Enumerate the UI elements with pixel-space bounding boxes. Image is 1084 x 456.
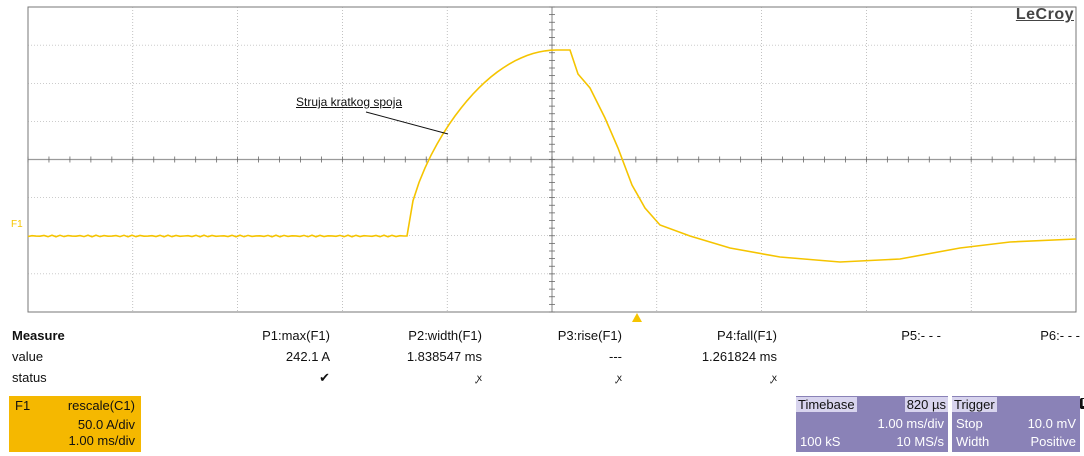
param-p3-name[interactable]: P3:rise(F1) (557, 328, 622, 343)
f1-label: F1 (15, 398, 31, 413)
waveform-trace-f1 (27, 49, 1077, 263)
trigger-mode: Stop (956, 416, 983, 431)
trigger-type: Width (956, 434, 990, 449)
measure-table: Measure P1:max(F1) P2:width(F1) P3:rise(… (12, 328, 1080, 390)
f1-function: rescale(C1) (67, 398, 135, 413)
lecroy-logo: LeCroy (1015, 6, 1074, 23)
timebase-time-per-div: 1.00 ms/div (877, 416, 944, 431)
timebase-delay: 820 µs (904, 397, 948, 412)
measure-status-row: status ✔ ꭙ ꭙ ꭙ (12, 370, 1080, 390)
trigger-level: 10.0 mV (1027, 416, 1076, 431)
f1-trace-descriptor[interactable]: F1 rescale(C1) 50.0 A/div 1.00 ms/div (9, 396, 141, 452)
annotation-leader-line (365, 111, 449, 135)
param-p3-status-icon: ꭙ (616, 373, 622, 384)
param-p1-value: 242.1 A (285, 349, 330, 364)
trace-annotation: Struja kratkog spoja (296, 95, 403, 109)
param-p1-name[interactable]: P1:max(F1) (262, 328, 330, 343)
value-row-label: value (12, 349, 44, 364)
f1-horizontal-scale: 1.00 ms/div (68, 433, 135, 448)
timebase-sample-rate: 10 MS/s (896, 434, 944, 449)
param-p4-value: 1.261824 ms (701, 349, 777, 364)
param-p3-value: --- (609, 349, 622, 364)
trigger-polarity: Positive (1030, 434, 1076, 449)
scope-display: LeCroy Struja kratkog spoja F1 (11, 6, 1077, 322)
measure-title: Measure (12, 328, 65, 343)
param-p1-status-icon: ✔ (319, 370, 330, 385)
param-p6-name[interactable]: P6:- - - (1040, 328, 1080, 343)
param-p2-name[interactable]: P2:width(F1) (408, 328, 482, 343)
timebase-label: Timebase (796, 397, 857, 412)
waveform-grid (27, 6, 1077, 313)
timebase-descriptor[interactable]: Timebase 820 µs 1.00 ms/div 100 kS 10 MS… (796, 396, 948, 452)
measure-value-row: value 242.1 A 1.838547 ms --- 1.261824 m… (12, 349, 1080, 369)
param-p2-status-icon: ꭙ (476, 373, 482, 384)
timebase-samples: 100 kS (800, 434, 841, 449)
status-row-label: status (12, 370, 47, 385)
param-p4-status-icon: ꭙ (771, 373, 777, 384)
f1-vertical-scale: 50.0 A/div (77, 417, 135, 432)
param-p2-value: 1.838547 ms (406, 349, 482, 364)
param-p4-name[interactable]: P4:fall(F1) (717, 328, 777, 343)
param-p5-name[interactable]: P5:- - - (901, 328, 941, 343)
trigger-coupling-badge: DC (1080, 398, 1084, 409)
trace-f1-marker[interactable]: F1 (11, 219, 23, 230)
trigger-descriptor[interactable]: Trigger C1DC Stop 10.0 mV Width Positive (952, 396, 1084, 452)
measure-header-row: Measure P1:max(F1) P2:width(F1) P3:rise(… (12, 328, 1080, 348)
trigger-position-icon[interactable] (632, 313, 642, 322)
trigger-label: Trigger (952, 397, 997, 412)
